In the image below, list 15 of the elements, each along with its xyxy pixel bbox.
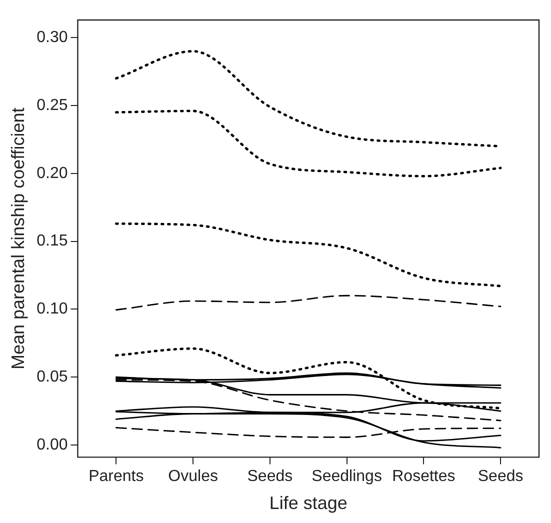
x-tick-label: Seeds [478,468,524,486]
x-tick-label: Seedlings [312,468,382,486]
y-tick-label: 0.25 [36,96,68,114]
y-tick-label: 0.15 [36,232,68,250]
y-tick-label: 0.30 [36,29,68,46]
y-axis-title: Mean parental kinship coefficient [8,108,28,370]
y-tick-label: 0.00 [36,436,68,454]
x-tick-label: Rosettes [392,468,456,486]
x-tick-label: Parents [88,468,144,486]
x-tick-label: Seeds [247,468,293,486]
y-tick-label: 0.10 [36,300,68,318]
x-tick-label: Ovules [168,468,218,486]
x-axis-title: Life stage [269,493,348,514]
y-tick-label: 0.20 [36,164,68,182]
y-tick-label: 0.05 [36,368,68,386]
